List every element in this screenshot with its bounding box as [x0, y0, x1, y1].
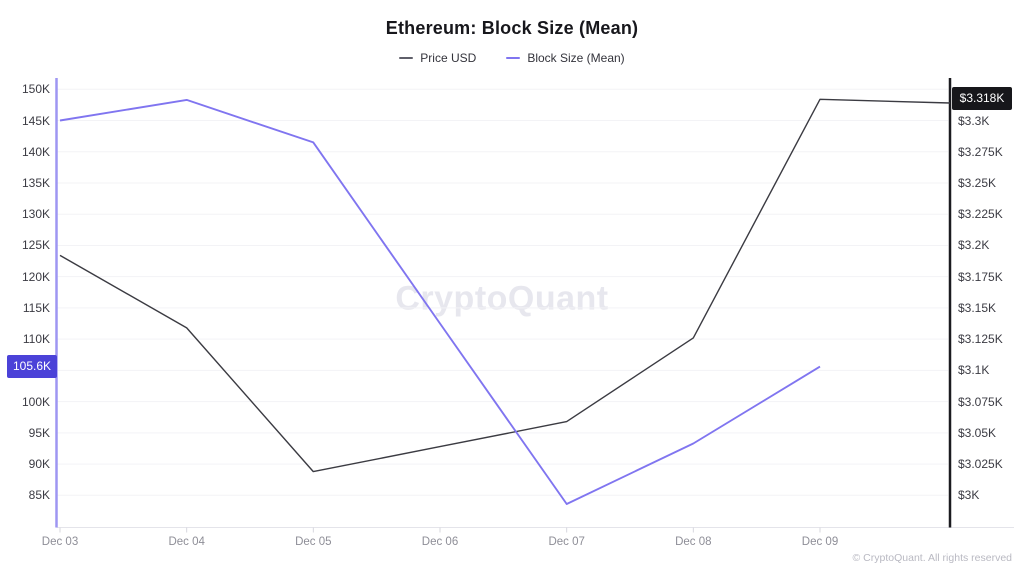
price-usd-line — [59, 98, 951, 473]
legend-item-price-usd[interactable]: Price USD — [399, 51, 476, 65]
left-axis-tick-label: 85K — [28, 488, 50, 503]
legend: Price USD Block Size (Mean) — [0, 49, 1024, 67]
right-axis-tick-label: $3.3K — [958, 113, 990, 128]
x-axis-tick-label: Dec 03 — [41, 536, 79, 548]
right-axis-tick-label: $3.025K — [958, 457, 1003, 472]
left-axis-tick-label: 135K — [21, 175, 50, 190]
legend-label-price-usd: Price USD — [420, 51, 477, 65]
right-axis-tick-label: $3.125K — [958, 332, 1003, 347]
block-size-line-swatch-icon — [506, 57, 521, 59]
right-axis-tick-label: $3.275K — [958, 144, 1003, 159]
right-axis-tick-label: $3.1K — [958, 363, 990, 378]
left-axis-tick-label: 145K — [21, 113, 50, 128]
left-axis-tick-label: 125K — [21, 238, 50, 253]
price-current-badge: $3.318K — [952, 87, 1012, 110]
legend-label-block-size: Block Size (Mean) — [527, 51, 625, 65]
right-axis-tick-label: $3K — [958, 488, 980, 503]
copyright-note: © CryptoQuant. All rights reserved — [852, 552, 1012, 564]
x-axis-tick-label: Dec 07 — [548, 536, 585, 548]
right-axis-tick-label: $3.05K — [958, 425, 997, 440]
right-axis-tick-label: $3.25K — [958, 175, 997, 190]
block-size-current-badge: 105.6K — [7, 355, 57, 378]
right-axis-tick-label: $3.2K — [958, 238, 990, 253]
left-axis-tick-label: 110K — [22, 332, 50, 347]
right-axis-tick-label: $3.15K — [958, 300, 997, 315]
block-size-line — [59, 98, 821, 505]
price-line-swatch-icon — [399, 57, 414, 59]
left-axis-tick-label: 150K — [21, 82, 50, 97]
x-axis-tick-label: Dec 04 — [168, 536, 205, 548]
left-axis-tick-label: 120K — [21, 269, 50, 284]
page-title: Ethereum: Block Size (Mean) — [385, 18, 639, 38]
left-axis-tick-label: 140K — [21, 144, 50, 159]
right-axis-tick-label: $3.175K — [958, 269, 1003, 284]
left-axis-tick-label: 90K — [28, 457, 50, 472]
x-axis-tick-label: Dec 08 — [675, 536, 712, 548]
x-axis-tick-label: Dec 09 — [801, 536, 839, 548]
left-axis-tick-label: 115K — [22, 300, 50, 315]
left-axis-tick-label: 100K — [21, 394, 50, 409]
left-axis-tick-label: 130K — [21, 207, 50, 222]
x-axis-tick-label: Dec 05 — [295, 536, 332, 548]
left-axis-tick-label: 95K — [28, 425, 50, 440]
x-axis-tick-label: Dec 06 — [421, 536, 459, 548]
legend-item-block-size[interactable]: Block Size (Mean) — [506, 51, 625, 65]
right-axis-tick-label: $3.225K — [958, 207, 1003, 222]
right-axis-tick-label: $3.075K — [958, 394, 1003, 409]
